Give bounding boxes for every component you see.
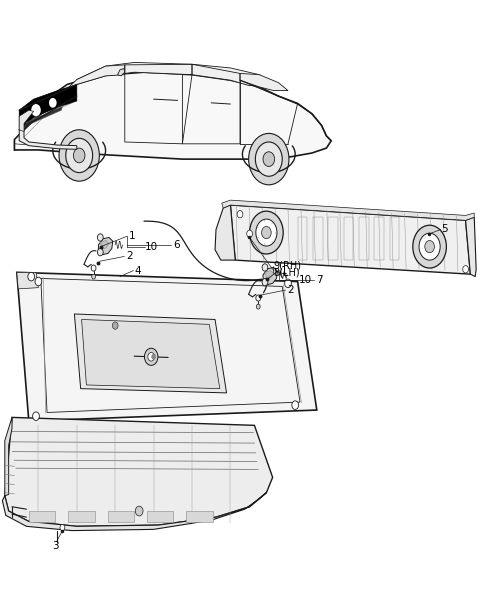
Polygon shape [29,511,55,522]
Text: 1: 1 [129,231,135,241]
Text: 8(LH): 8(LH) [274,268,300,278]
Circle shape [419,233,440,260]
Polygon shape [25,106,62,126]
Circle shape [425,241,434,253]
Circle shape [285,279,291,288]
Polygon shape [100,241,109,249]
Circle shape [263,152,275,166]
Text: 10: 10 [145,242,158,252]
Circle shape [262,264,268,271]
Circle shape [144,348,158,365]
Text: 1: 1 [281,266,288,275]
Circle shape [152,354,156,359]
Polygon shape [147,511,173,522]
Polygon shape [17,272,317,421]
Circle shape [237,211,243,218]
Polygon shape [19,127,77,149]
Circle shape [135,506,143,516]
Polygon shape [5,417,273,526]
Text: 7: 7 [316,275,323,285]
Polygon shape [215,205,235,260]
Circle shape [92,274,96,279]
Text: 5: 5 [442,225,448,234]
Text: 4: 4 [134,266,141,275]
Circle shape [60,524,65,531]
Circle shape [262,278,268,286]
Circle shape [49,98,57,108]
Circle shape [91,265,96,271]
Text: 9(RH): 9(RH) [274,261,301,271]
Polygon shape [98,237,113,255]
Polygon shape [17,272,38,289]
Circle shape [66,138,93,173]
Polygon shape [222,200,474,220]
Circle shape [112,322,118,329]
Circle shape [292,401,299,409]
Text: 10: 10 [299,275,312,285]
Text: 6: 6 [173,240,180,250]
Polygon shape [2,493,266,531]
Polygon shape [14,72,331,159]
Polygon shape [263,267,277,285]
Circle shape [31,104,41,116]
Circle shape [249,133,289,185]
Circle shape [35,277,42,286]
Circle shape [256,219,277,246]
Polygon shape [265,271,274,279]
Circle shape [148,353,155,361]
Text: 2: 2 [126,252,132,261]
Circle shape [262,226,271,239]
Polygon shape [19,84,77,130]
Polygon shape [68,511,95,522]
Circle shape [28,272,35,281]
Polygon shape [77,62,269,86]
Polygon shape [74,314,227,393]
Polygon shape [5,417,12,496]
Circle shape [59,130,99,181]
Polygon shape [19,110,34,132]
Polygon shape [240,73,288,91]
Circle shape [33,412,39,420]
Circle shape [247,230,252,237]
Polygon shape [82,319,220,389]
Text: 3: 3 [52,541,59,551]
Circle shape [256,304,260,309]
Polygon shape [118,69,125,76]
Polygon shape [466,217,476,277]
Polygon shape [58,65,125,101]
Polygon shape [186,511,213,522]
Circle shape [255,142,282,176]
Circle shape [256,295,261,301]
Circle shape [97,248,103,256]
Polygon shape [230,205,470,274]
Circle shape [97,234,103,241]
Circle shape [250,211,283,254]
Circle shape [73,148,85,163]
Circle shape [463,266,468,273]
Circle shape [413,225,446,268]
Polygon shape [108,511,134,522]
Text: 2: 2 [287,285,294,295]
